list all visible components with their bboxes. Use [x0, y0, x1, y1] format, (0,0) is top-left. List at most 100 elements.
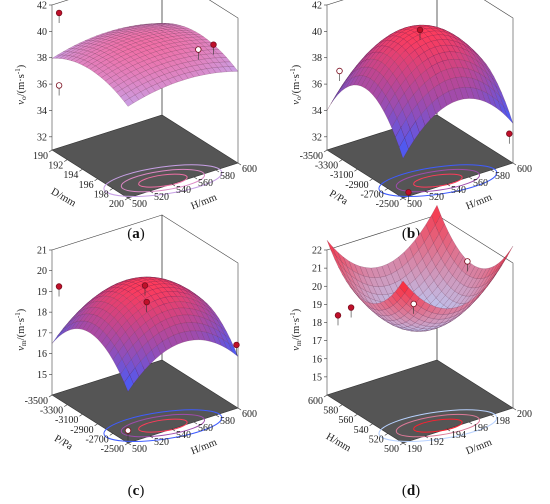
- z-tick-label: 16: [37, 349, 47, 360]
- right-axis-tick-label: 520: [154, 192, 169, 203]
- right-axis-tick: [237, 407, 242, 411]
- right-axis-tick: [490, 169, 495, 173]
- response-surface: [51, 23, 239, 107]
- right-axis-tick: [149, 435, 154, 439]
- design-point: [55, 283, 63, 290]
- design-point: [124, 427, 132, 434]
- z-tick-label: 17: [312, 336, 322, 347]
- design-point: [464, 258, 471, 265]
- left-axis-tick-label: -3500: [300, 151, 323, 162]
- right-axis-tick-label: 500: [132, 199, 147, 210]
- right-axis-label: D/mm: [465, 437, 494, 457]
- floor-contour-line: [395, 168, 481, 193]
- left-axis-tick: [124, 197, 129, 201]
- z-axis-label: vm/(m·s-1): [289, 308, 303, 351]
- z-tick-label: 19: [37, 287, 47, 298]
- right-axis-label: H/mm: [465, 192, 494, 212]
- right-axis-tick-label: 520: [154, 437, 169, 448]
- z-tick-label: 40: [37, 27, 47, 38]
- right-axis-tick: [127, 197, 132, 201]
- z-tick-label: 20: [37, 266, 47, 277]
- left-axis-tick: [79, 168, 83, 172]
- right-axis-tick-label: 198: [495, 416, 510, 427]
- left-axis-label: P/Pa: [327, 188, 349, 207]
- right-axis-tick: [215, 169, 220, 173]
- design-point: [416, 26, 424, 34]
- z-tick-label: 40: [312, 27, 322, 38]
- design-point: [336, 67, 343, 75]
- left-axis-tick: [339, 159, 343, 162]
- left-axis-tick-label: 560: [338, 415, 353, 426]
- left-axis-tick-label: 540: [354, 425, 369, 436]
- design-point: [55, 82, 63, 89]
- right-axis-tick-label: 190: [407, 444, 422, 455]
- z-tick-label: 34: [37, 106, 47, 117]
- z-tick-label: 17: [37, 328, 47, 339]
- right-axis-tick: [171, 428, 176, 432]
- right-axis-tick-label: 600: [242, 409, 257, 420]
- right-axis-tick: [512, 162, 517, 166]
- right-axis-tick: [171, 183, 176, 187]
- left-axis-tick-label: 190: [33, 151, 48, 162]
- left-axis-tick: [369, 178, 373, 182]
- left-axis-tick-label: -3500: [25, 396, 48, 407]
- z-tick-label: 18: [312, 318, 322, 329]
- design-point: [233, 341, 240, 349]
- z-tick-label: 38: [312, 53, 322, 64]
- left-axis-tick: [64, 159, 68, 162]
- floor-contour-line: [395, 413, 481, 438]
- right-axis-tick-label: 192: [429, 437, 444, 448]
- response-surface: [326, 204, 514, 332]
- left-axis-tick: [369, 423, 373, 427]
- right-axis-tick: [424, 190, 429, 194]
- right-axis-tick: [402, 197, 407, 201]
- left-axis-tick: [384, 433, 388, 436]
- floor-contour-line: [378, 409, 498, 442]
- panel-label: (c): [128, 483, 145, 499]
- right-axis-tick-label: 196: [473, 423, 488, 434]
- design-point: [143, 298, 150, 306]
- panel-label: (a): [127, 226, 145, 242]
- right-axis-tick-label: 540: [176, 430, 191, 441]
- design-point: [210, 41, 217, 48]
- left-axis-tick: [124, 442, 129, 446]
- left-axis-tick-label: -3100: [330, 170, 353, 181]
- left-axis-tick-label: -2900: [345, 180, 368, 191]
- left-axis-tick: [339, 404, 343, 407]
- panel-label: (d): [402, 483, 420, 499]
- right-axis-tick-label: 600: [517, 164, 532, 175]
- left-axis-tick: [354, 413, 358, 417]
- right-axis-tick: [237, 162, 242, 166]
- design-point: [405, 189, 412, 196]
- floor-contour-line: [138, 173, 188, 188]
- z-tick-label: 22: [312, 246, 322, 257]
- right-axis-tick: [149, 190, 154, 194]
- panel-label: (b): [402, 226, 420, 242]
- design-point: [141, 282, 149, 289]
- left-axis-label: H/mm: [324, 431, 353, 454]
- left-axis-tick-label: 580: [323, 406, 338, 417]
- right-axis-tick-label: 600: [242, 164, 257, 175]
- right-axis-tick-label: 580: [495, 171, 510, 182]
- z-tick-label: 20: [312, 282, 322, 293]
- right-axis-tick: [446, 428, 451, 432]
- z-axis-label: vo/(m·s-1): [289, 64, 303, 104]
- z-axis-label: vm/(m·s-1): [14, 308, 28, 351]
- z-tick-label: 15: [312, 372, 322, 383]
- right-axis-tick-label: 500: [132, 444, 147, 455]
- chart-panel-b: 32 34 36 38 40 42 vo/(m·s-1) -3500-3300-3100-29…: [289, 0, 532, 242]
- right-axis-tick-label: 500: [407, 199, 422, 210]
- right-axis-tick-label: 200: [517, 409, 532, 420]
- right-axis-tick-label: 580: [220, 171, 235, 182]
- left-axis-tick: [48, 394, 53, 398]
- right-axis-tick-label: 540: [176, 185, 191, 196]
- right-axis-tick: [468, 421, 473, 425]
- left-axis-tick: [94, 423, 98, 427]
- left-axis-tick: [399, 197, 404, 201]
- right-axis-tick: [193, 176, 198, 180]
- left-axis-tick: [323, 394, 328, 398]
- z-tick-label: 16: [312, 354, 322, 365]
- right-axis-tick: [424, 435, 429, 439]
- left-axis-tick: [79, 413, 83, 417]
